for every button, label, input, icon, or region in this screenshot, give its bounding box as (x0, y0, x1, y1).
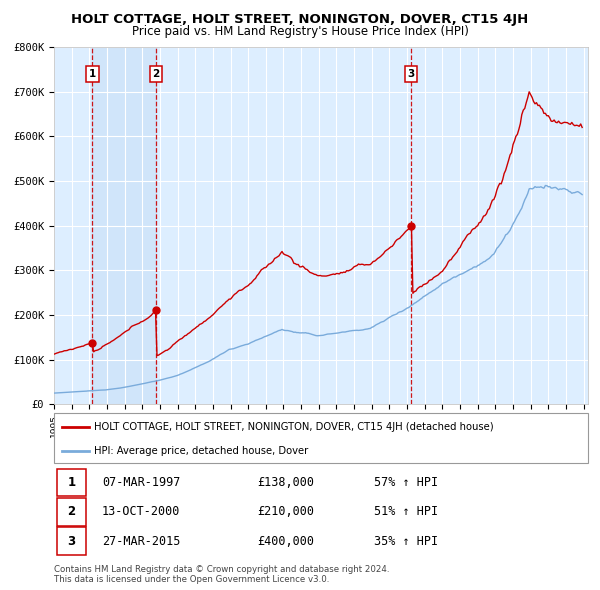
Text: 35% ↑ HPI: 35% ↑ HPI (374, 535, 439, 548)
Text: 13-OCT-2000: 13-OCT-2000 (102, 505, 181, 519)
Text: £138,000: £138,000 (257, 476, 314, 489)
FancyBboxPatch shape (56, 498, 86, 526)
Text: 51% ↑ HPI: 51% ↑ HPI (374, 505, 439, 519)
Text: 2: 2 (67, 505, 76, 519)
Text: HOLT COTTAGE, HOLT STREET, NONINGTON, DOVER, CT15 4JH: HOLT COTTAGE, HOLT STREET, NONINGTON, DO… (71, 13, 529, 26)
Text: 27-MAR-2015: 27-MAR-2015 (102, 535, 181, 548)
Text: £210,000: £210,000 (257, 505, 314, 519)
Text: Contains HM Land Registry data © Crown copyright and database right 2024.: Contains HM Land Registry data © Crown c… (54, 565, 389, 574)
Text: 1: 1 (67, 476, 76, 489)
Text: Price paid vs. HM Land Registry's House Price Index (HPI): Price paid vs. HM Land Registry's House … (131, 25, 469, 38)
Text: 2: 2 (152, 69, 160, 79)
Text: 07-MAR-1997: 07-MAR-1997 (102, 476, 181, 489)
Text: 3: 3 (67, 535, 76, 548)
FancyBboxPatch shape (56, 527, 86, 555)
Text: HPI: Average price, detached house, Dover: HPI: Average price, detached house, Dove… (94, 445, 308, 455)
FancyBboxPatch shape (56, 469, 86, 496)
Text: 3: 3 (407, 69, 415, 79)
Text: HOLT COTTAGE, HOLT STREET, NONINGTON, DOVER, CT15 4JH (detached house): HOLT COTTAGE, HOLT STREET, NONINGTON, DO… (94, 422, 494, 432)
Text: £400,000: £400,000 (257, 535, 314, 548)
Text: This data is licensed under the Open Government Licence v3.0.: This data is licensed under the Open Gov… (54, 575, 329, 584)
Text: 1: 1 (89, 69, 96, 79)
FancyBboxPatch shape (54, 413, 588, 463)
Text: 57% ↑ HPI: 57% ↑ HPI (374, 476, 439, 489)
Bar (92, 47, 156, 404)
